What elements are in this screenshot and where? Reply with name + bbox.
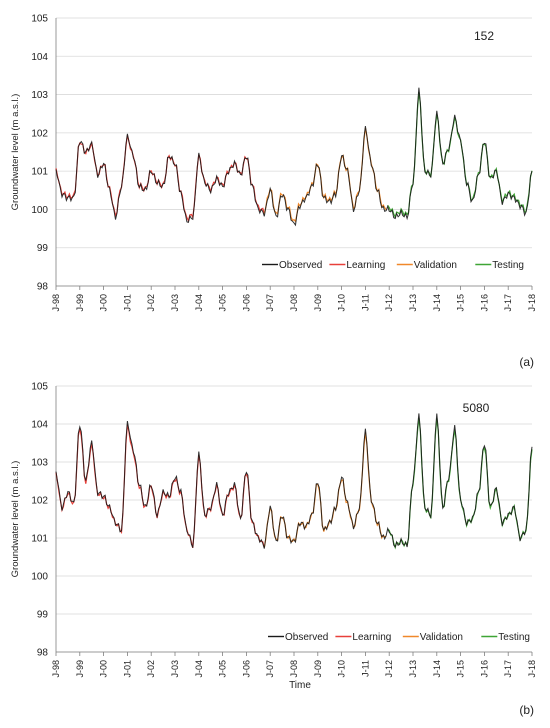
legend-label-learning: Learning	[352, 632, 391, 643]
y-tick-label: 102	[31, 128, 48, 139]
series-line-validation	[263, 431, 387, 548]
legend-label-observed: Observed	[285, 632, 328, 643]
y-tick-label: 99	[37, 610, 49, 621]
panel-label: (a)	[519, 355, 534, 369]
chart-title: 152	[474, 29, 494, 43]
x-tick-label: J-02	[146, 294, 156, 312]
x-tick-label: J-15	[456, 660, 466, 678]
chart-title: 5080	[463, 401, 490, 415]
y-tick-label: 98	[37, 282, 49, 293]
x-tick-label: J-12	[384, 660, 394, 678]
series-line-observed	[55, 87, 533, 227]
y-tick-label: 99	[37, 243, 49, 254]
x-tick-label: J-16	[479, 660, 489, 678]
x-tick-label: J-12	[384, 294, 394, 312]
x-tick-label: J-00	[99, 660, 109, 678]
x-tick-label: J-11	[360, 660, 370, 677]
x-tick-label: J-07	[265, 294, 275, 312]
y-tick-label: 103	[31, 90, 48, 101]
x-tick-label: J-13	[408, 660, 418, 678]
x-tick-label: J-18	[527, 660, 537, 678]
series-line-learning	[55, 424, 265, 548]
y-tick-label: 101	[31, 167, 48, 178]
x-tick-label: J-03	[170, 660, 180, 678]
y-tick-label: 104	[31, 420, 48, 431]
legend-label-testing: Testing	[498, 632, 530, 643]
x-tick-label: J-06	[241, 294, 251, 312]
x-tick-label: J-04	[194, 294, 204, 312]
y-tick-label: 105	[31, 14, 48, 25]
chart-legend: Observed Learning Validation Testing	[262, 260, 524, 271]
x-tick-label: J-03	[170, 294, 180, 312]
x-tick-label: J-05	[218, 660, 228, 678]
x-tick-label: J-05	[218, 294, 228, 312]
y-tick-label: 98	[37, 648, 49, 659]
x-tick-label: J-10	[337, 294, 347, 312]
x-tick-label: J-01	[122, 294, 132, 312]
y-tick-label: 103	[31, 458, 48, 469]
panel-label: (b)	[519, 703, 534, 717]
x-tick-label: J-98	[51, 294, 61, 312]
y-axis-label: Groundwater level (m a.s.l.)	[10, 461, 21, 578]
y-axis-label: Groundwater level (m a.s.l.)	[10, 94, 21, 211]
x-axis-label: Time	[289, 680, 311, 691]
x-tick-label: J-06	[241, 660, 251, 678]
y-tick-label: 100	[31, 205, 48, 216]
x-tick-label: J-04	[194, 660, 204, 678]
x-tick-label: J-08	[289, 294, 299, 312]
x-tick-label: J-11	[360, 294, 370, 311]
x-tick-label: J-09	[313, 294, 323, 312]
x-tick-label: J-10	[337, 660, 347, 678]
x-tick-label: J-17	[503, 294, 513, 312]
x-tick-label: J-99	[75, 294, 85, 312]
x-tick-label: J-99	[75, 660, 85, 678]
y-tick-label: 100	[31, 572, 48, 583]
x-tick-label: J-98	[51, 660, 61, 678]
x-tick-label: J-17	[503, 660, 513, 678]
x-tick-label: J-16	[479, 294, 489, 312]
legend-label-validation: Validation	[414, 260, 457, 271]
y-tick-label: 104	[31, 52, 48, 63]
series-line-testing	[387, 91, 533, 220]
y-tick-label: 101	[31, 534, 48, 545]
x-tick-label: J-09	[313, 660, 323, 678]
x-tick-label: J-14	[432, 294, 442, 312]
y-tick-label: 102	[31, 496, 48, 507]
chart-panel-b: 98 99 100 101 102 103 104 105 J-98 J-99 J-00 J-01 J-…	[10, 382, 537, 718]
legend-label-observed: Observed	[279, 260, 322, 271]
x-tick-label: J-07	[265, 660, 275, 678]
chart-legend: Observed Learning Validation Testing	[268, 632, 530, 643]
series-line-observed	[55, 413, 533, 549]
x-tick-label: J-14	[432, 660, 442, 678]
x-tick-label: J-02	[146, 660, 156, 678]
y-tick-label: 105	[31, 382, 48, 393]
x-tick-label: J-08	[289, 660, 299, 678]
x-tick-label: J-01	[122, 660, 132, 678]
x-tick-label: J-15	[456, 294, 466, 312]
x-tick-label: J-18	[527, 294, 537, 312]
legend-label-validation: Validation	[420, 632, 463, 643]
chart-panel-a: 98 99 100 101 102 103 104 105 J-98 J-99 J-00 J-01 J-…	[10, 14, 537, 370]
legend-label-learning: Learning	[346, 260, 385, 271]
x-tick-label: J-13	[408, 294, 418, 312]
x-tick-label: J-00	[99, 294, 109, 312]
legend-label-testing: Testing	[492, 260, 524, 271]
